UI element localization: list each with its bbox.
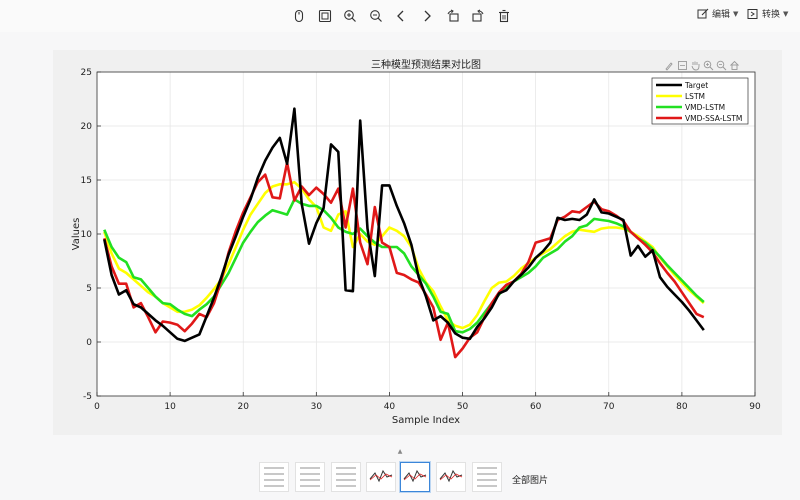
- x-tick-label: 40: [384, 402, 396, 412]
- x-tick-label: 20: [237, 402, 249, 412]
- thumbnail[interactable]: [472, 462, 502, 492]
- x-tick-label: 80: [676, 402, 688, 412]
- prev-icon[interactable]: [391, 6, 411, 26]
- zoom-in-icon[interactable]: [340, 6, 360, 26]
- chevron-down-icon: ▼: [733, 9, 739, 18]
- x-tick-label: 30: [311, 402, 323, 412]
- home-icon[interactable]: [729, 56, 740, 70]
- line-chart: 0 10 20 30 40 50 60 70 80 90-50510152025三种模型预测结果对…: [71, 58, 761, 426]
- y-tick-label: -5: [83, 392, 92, 402]
- edit-label: 编辑: [712, 10, 731, 20]
- y-axis-label: Values: [71, 218, 82, 251]
- x-tick-label: 50: [457, 402, 469, 412]
- y-tick-label: 10: [81, 230, 93, 240]
- rotate-left-icon[interactable]: [443, 6, 463, 26]
- x-tick-label: 0: [94, 402, 100, 412]
- x-axis-label: Sample Index: [392, 415, 460, 426]
- figure-toolbar: [664, 56, 740, 71]
- zoom-out-icon[interactable]: [716, 56, 727, 71]
- thumbnail[interactable]: [331, 462, 361, 492]
- fit-page-icon[interactable]: [315, 6, 335, 26]
- mouse-icon[interactable]: [289, 6, 309, 26]
- brush-icon[interactable]: [664, 56, 675, 71]
- next-icon[interactable]: [417, 6, 437, 26]
- delete-icon[interactable]: [494, 6, 514, 26]
- rotate-right-icon[interactable]: [468, 6, 488, 26]
- chart-title: 三种模型预测结果对比图: [371, 58, 481, 71]
- thumbnail[interactable]: [436, 462, 466, 492]
- x-tick-label: 10: [164, 402, 176, 412]
- series-lstm: [103, 180, 705, 330]
- series-target: [103, 107, 705, 343]
- y-tick-label: 5: [86, 284, 92, 294]
- legend-entry: Target: [684, 81, 708, 90]
- convert-label: 转换: [762, 10, 781, 20]
- y-tick-label: 20: [81, 122, 93, 132]
- y-tick-label: 25: [81, 68, 92, 78]
- legend-entry: LSTM: [685, 92, 705, 101]
- thumbnail[interactable]: [259, 462, 289, 492]
- viewer-toolbar: 编辑 ▼ 转换 ▼: [0, 0, 800, 32]
- y-tick-label: 15: [81, 176, 92, 186]
- collapse-icon[interactable]: ▲: [397, 448, 403, 455]
- legend-entry: VMD-SSA-LSTM: [685, 114, 742, 123]
- all-images-link[interactable]: 全部图片: [512, 476, 549, 486]
- thumbnail[interactable]: [295, 462, 325, 492]
- zoom-out-icon[interactable]: [366, 6, 386, 26]
- series-vmd-lstm: [103, 198, 705, 334]
- edit-icon: [697, 8, 709, 18]
- chevron-down-icon: ▼: [783, 9, 789, 18]
- edit-button[interactable]: 编辑 ▼: [697, 7, 738, 20]
- x-tick-label: 70: [603, 402, 615, 412]
- x-tick-label: 90: [749, 402, 761, 412]
- data-tip-icon[interactable]: [677, 56, 688, 70]
- pan-icon[interactable]: [690, 56, 701, 71]
- convert-icon: [747, 8, 758, 19]
- thumbnail[interactable]: [400, 462, 430, 492]
- legend-entry: VMD-LSTM: [685, 103, 725, 112]
- zoom-in-icon[interactable]: [703, 56, 714, 71]
- series-vmd-ssa-lstm: [103, 161, 705, 359]
- convert-button[interactable]: 转换 ▼: [747, 7, 788, 20]
- thumbnail[interactable]: [366, 462, 396, 492]
- x-tick-label: 60: [530, 402, 542, 412]
- y-tick-label: 0: [86, 338, 92, 348]
